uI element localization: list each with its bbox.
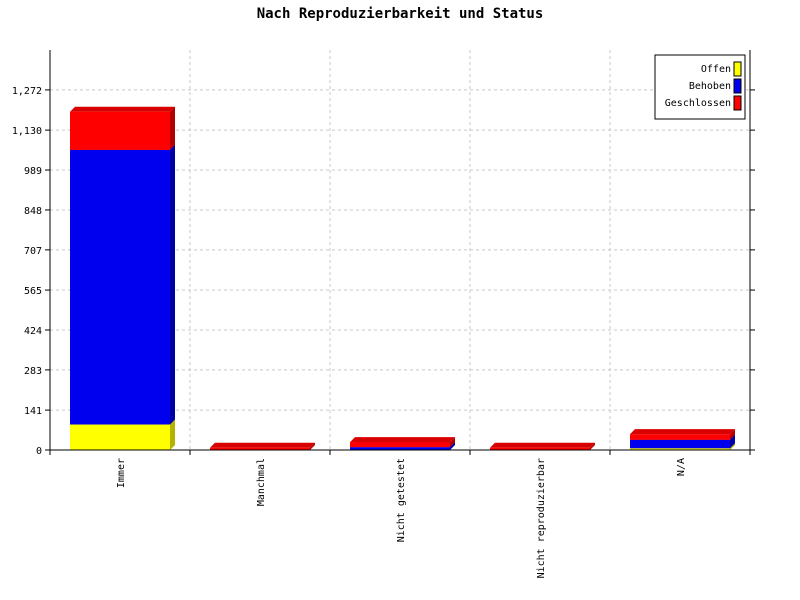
- bar-side-face: [730, 434, 735, 449]
- y-tick-label: 0: [36, 446, 42, 457]
- axes: 0 141 283 424 565 707 848 989 1,130 1,272 Immer Man…: [12, 50, 755, 578]
- bar-side-face: [170, 144, 175, 425]
- bar-top-face: [350, 437, 455, 443]
- bar-top-face: [210, 442, 315, 448]
- y-tick-label: 989: [24, 166, 42, 177]
- y-tick-label: 141: [24, 406, 42, 417]
- bar-front: [70, 149, 170, 425]
- y-tick-label: 283: [24, 366, 42, 377]
- bar-segment-behoben-0: [70, 144, 175, 425]
- y-tick-label: 1,130: [12, 126, 42, 137]
- bar-segment-geschlossen-2: [350, 437, 455, 448]
- bar-side-face: [170, 106, 175, 150]
- y-tick-label: 707: [24, 246, 42, 257]
- bar-front: [630, 434, 730, 440]
- y-tick-label: 1,272: [12, 86, 42, 97]
- bar-side-face: [590, 442, 595, 450]
- bar-side-face: [310, 442, 315, 450]
- bar-front: [490, 447, 590, 450]
- bar-side-face: [730, 429, 735, 440]
- legend-swatch: [733, 78, 742, 94]
- x-tick-label: Nicht getestet: [396, 458, 407, 542]
- bar-side-face: [450, 442, 455, 450]
- bar-front: [210, 447, 310, 450]
- legend-label: Geschlossen: [665, 98, 731, 109]
- bar-side-face: [450, 437, 455, 448]
- bar-segment-geschlossen-0: [70, 106, 175, 150]
- chart-title: Nach Reproduzierbarkeit und Status: [257, 6, 544, 22]
- x-tick-label: Nicht reproduzierbar: [536, 458, 547, 578]
- bar-top-face: [490, 442, 595, 448]
- legend-swatch: [733, 61, 742, 77]
- bar-segment-geschlossen-4: [630, 429, 735, 440]
- bars: [70, 106, 735, 450]
- y-tick-label: 565: [24, 286, 42, 297]
- bar-segment-offen-0: [70, 419, 175, 450]
- x-tick-label: Immer: [116, 458, 127, 488]
- legend-label: Behoben: [689, 81, 731, 92]
- bar-segment-geschlossen-3: [490, 442, 595, 450]
- legend: Offen Behoben Geschlossen: [654, 54, 746, 120]
- bar-front: [70, 424, 170, 450]
- bar-top-face: [630, 429, 735, 435]
- bar-front: [630, 439, 730, 449]
- bar-front: [350, 442, 450, 448]
- legend-swatch: [733, 95, 742, 111]
- y-tick-label: 424: [24, 326, 42, 337]
- legend-label: Offen: [701, 64, 731, 75]
- bar-front: [70, 111, 170, 150]
- bar-side-face: [170, 419, 175, 450]
- y-tick-label: 848: [24, 206, 42, 217]
- bar-segment-geschlossen-1: [210, 442, 315, 450]
- bar-side-face: [730, 443, 735, 450]
- bar-front: [630, 448, 730, 450]
- bar-front: [350, 447, 450, 450]
- bar-top-face: [70, 106, 175, 112]
- x-tick-label: Manchmal: [256, 458, 267, 506]
- x-tick-label: N/A: [676, 458, 687, 476]
- legend-box: [654, 54, 746, 120]
